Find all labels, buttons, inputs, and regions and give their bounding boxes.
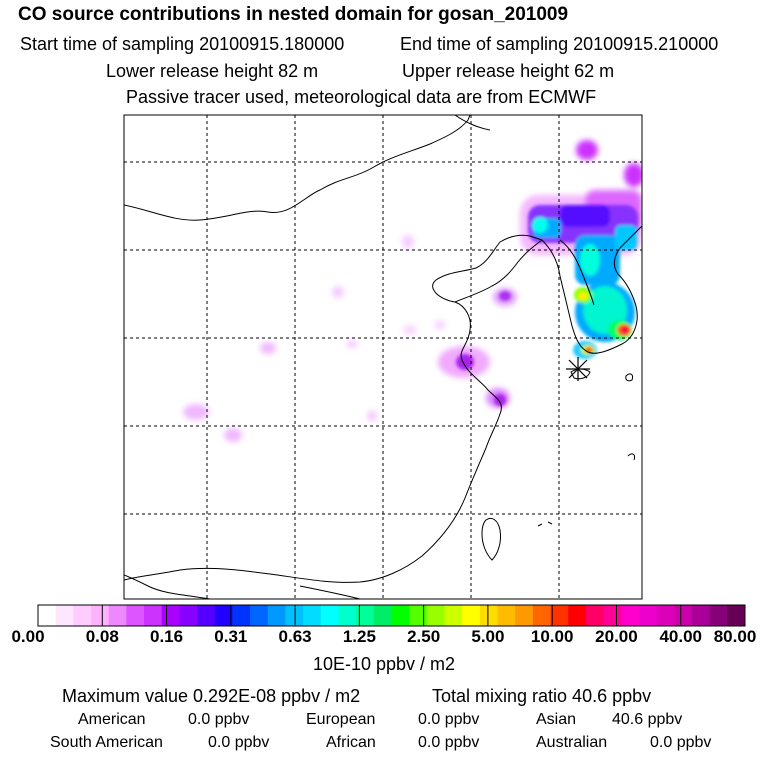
colorbar-swatch <box>356 605 375 626</box>
colorbar-swatch <box>656 605 675 626</box>
colorbar-swatch <box>285 605 304 626</box>
colorbar-tick-label: 80.00 <box>713 627 757 646</box>
colorbar-tick-label: 10.00 <box>530 627 574 646</box>
end-time-label: End time of sampling 20100915.210000 <box>400 34 719 54</box>
map-title: CO source contributions in nested domain… <box>18 4 569 25</box>
colorbar-swatch <box>303 605 322 626</box>
colorbar-tick-label: 1.25 <box>342 627 376 646</box>
colorbar-swatch <box>674 605 693 626</box>
colorbar-swatch <box>320 605 339 626</box>
colorbar-swatch <box>603 605 622 626</box>
colorbar-swatch <box>691 605 711 626</box>
colorbar-swatch <box>391 605 410 626</box>
colorbar-swatch <box>250 605 269 626</box>
colorbar-swatch <box>179 605 198 626</box>
colorbar-swatch <box>161 605 180 626</box>
total-mixing-ratio: Total mixing ratio 40.6 ppbv <box>432 686 652 706</box>
region-name-african: African <box>326 734 376 751</box>
colorbar-swatch <box>479 605 499 626</box>
colorbar-swatch <box>727 605 746 626</box>
colorbar-swatch <box>638 605 658 626</box>
maximum-value: Maximum value 0.292E-08 ppbv / m2 <box>62 686 361 706</box>
region-name-american: American <box>78 711 146 728</box>
colorbar-tick-label: 5.00 <box>471 627 505 646</box>
colorbar-swatch <box>515 605 534 626</box>
region-value-american: 0.0 ppbv <box>188 711 250 728</box>
colorbar-swatch <box>91 605 110 626</box>
colorbar-tick-label: 0.16 <box>149 627 184 646</box>
region-value-australian: 0.0 ppbv <box>650 734 712 751</box>
colorbar-swatch <box>232 605 251 626</box>
colorbar-tick-label: 0.31 <box>214 627 248 646</box>
colorbar-swatch <box>444 605 463 626</box>
colorbar-swatch <box>426 605 446 626</box>
region-name-australian: Australian <box>536 734 608 751</box>
coastlines <box>124 115 642 599</box>
colorbar-swatch <box>73 605 92 626</box>
colorbar-tick-label: 0.08 <box>85 627 119 646</box>
region-value-african: 0.0 ppbv <box>418 734 480 751</box>
colorbar-tick-label: 40.00 <box>659 627 702 646</box>
colorbar-swatch <box>621 605 640 626</box>
colorbar-swatch <box>532 605 552 626</box>
region-name-south-american: South American <box>50 734 163 751</box>
colorbar-tick-label: 0.63 <box>278 627 312 646</box>
colorbar-swatch <box>267 605 286 626</box>
colorbar-swatch <box>373 605 392 626</box>
region-name-asian: Asian <box>536 711 577 728</box>
region-value-south-american: 0.0 ppbv <box>208 734 270 751</box>
colorbar-swatch <box>197 605 216 626</box>
graticule <box>124 115 642 599</box>
colorbar-swatch <box>585 605 605 626</box>
map-frame <box>123 114 643 600</box>
colorbar-swatch <box>409 605 428 626</box>
lower-release-label: Lower release height 82 m <box>106 61 319 81</box>
region-value-european: 0.0 ppbv <box>418 711 480 728</box>
concentration-field <box>183 140 642 442</box>
colorbar-swatch <box>709 605 728 626</box>
colorbar-swatch <box>462 605 481 626</box>
colorbar-swatch <box>338 605 357 626</box>
colorbar <box>37 604 746 627</box>
receptor-marker <box>566 357 590 381</box>
colorbar-swatch <box>38 605 57 626</box>
colorbar-swatch <box>126 605 145 626</box>
colorbar-swatch <box>568 605 587 626</box>
region-name-european: European <box>306 711 376 728</box>
colorbar-swatch <box>108 605 127 626</box>
colorbar-unit: 10E-10 ppbv / m2 <box>312 654 456 674</box>
map-area <box>124 115 642 599</box>
colorbar-tick-label: 0.00 <box>11 627 45 646</box>
colorbar-swatch <box>497 605 516 626</box>
colorbar-swatch <box>550 605 569 626</box>
tracer-note: Passive tracer used, meteorological data… <box>126 87 597 107</box>
upper-release-label: Upper release height 62 m <box>402 61 615 81</box>
colorbar-frame <box>37 604 746 627</box>
region-value-asian: 40.6 ppbv <box>612 711 683 728</box>
start-time-label: Start time of sampling 20100915.180000 <box>20 34 345 54</box>
colorbar-swatch <box>144 605 163 626</box>
colorbar-tick-label: 2.50 <box>407 627 441 646</box>
colorbar-swatch <box>214 605 233 626</box>
colorbar-tick-label: 20.00 <box>595 627 638 646</box>
colorbar-swatch <box>55 605 74 626</box>
